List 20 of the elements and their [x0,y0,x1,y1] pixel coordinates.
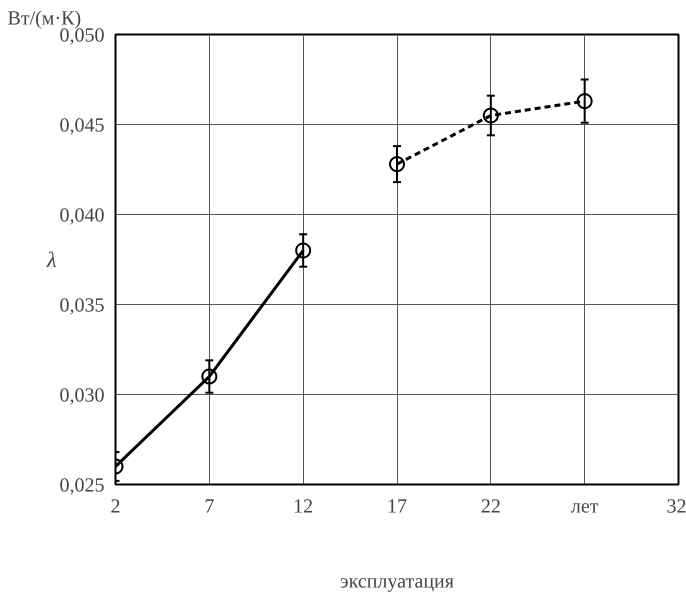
y-tick-label: 0,025 [60,474,104,496]
point [389,156,405,172]
x-tick-label: лет [570,496,599,518]
x-tick-label: 7 [204,496,214,518]
y-tick-label: 0,030 [60,384,104,406]
point [482,108,499,124]
x-tick-label: 22 [480,496,501,518]
y-tick-label: 0,045 [60,114,104,136]
x-tick-label: 32 [666,496,686,518]
x-tick-label: 12 [293,496,314,518]
y-axis-title: λ [46,247,57,272]
point [201,368,218,384]
x-axis-title: эксплуатация [340,570,454,592]
x-tick-label: 2 [110,496,120,518]
y-tick-label: 0,035 [60,294,104,316]
y-tick-label: 0,040 [60,204,104,226]
point [295,242,312,258]
text: Вт/(м·К) [8,8,82,30]
point [576,93,593,110]
x-tick-label: 17 [387,496,407,518]
